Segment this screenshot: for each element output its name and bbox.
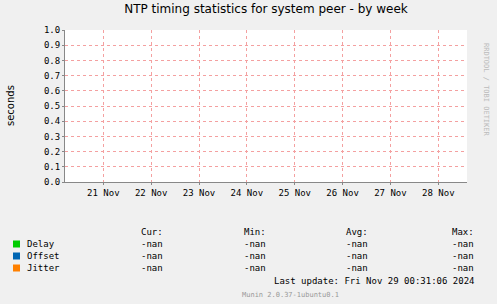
svg-text:28 Nov: 28 Nov: [422, 188, 455, 198]
svg-text:27 Nov: 27 Nov: [374, 188, 407, 198]
svg-text:0.5: 0.5: [44, 101, 60, 111]
svg-text:-nan: -nan: [244, 263, 266, 273]
svg-text:-nan: -nan: [452, 239, 474, 249]
svg-text:Munin 2.0.37-1ubuntu0.1: Munin 2.0.37-1ubuntu0.1: [242, 291, 339, 299]
svg-text:0.0: 0.0: [44, 177, 60, 187]
svg-text:Offset: Offset: [27, 251, 60, 261]
svg-text:26 Nov: 26 Nov: [326, 188, 359, 198]
svg-text:seconds: seconds: [5, 85, 16, 126]
svg-text:0.3: 0.3: [44, 132, 60, 142]
svg-text:Max:: Max:: [452, 227, 474, 237]
svg-text:-nan: -nan: [452, 263, 474, 273]
svg-text:0.7: 0.7: [44, 71, 60, 81]
svg-text:23 Nov: 23 Nov: [183, 188, 216, 198]
svg-text:RRDTOOL / TOBI OETIKER: RRDTOOL / TOBI OETIKER: [482, 43, 490, 137]
svg-text:1.0: 1.0: [44, 25, 60, 35]
svg-text:-nan: -nan: [452, 251, 474, 261]
svg-text:Min:: Min:: [244, 227, 266, 237]
svg-text:-nan: -nan: [244, 251, 266, 261]
svg-text:NTP timing statistics for syst: NTP timing statistics for system peer - …: [124, 2, 408, 16]
svg-text:-nan: -nan: [141, 239, 163, 249]
svg-text:-nan: -nan: [244, 239, 266, 249]
svg-text:-nan: -nan: [346, 251, 368, 261]
svg-text:25 Nov: 25 Nov: [278, 188, 311, 198]
svg-text:0.2: 0.2: [44, 147, 60, 157]
svg-text:-nan: -nan: [141, 263, 163, 273]
svg-text:Jitter: Jitter: [27, 263, 60, 273]
svg-text:0.4: 0.4: [44, 116, 60, 126]
svg-text:0.8: 0.8: [44, 56, 60, 66]
svg-text:-nan: -nan: [141, 251, 163, 261]
svg-text:24 Nov: 24 Nov: [231, 188, 264, 198]
svg-text:-nan: -nan: [346, 239, 368, 249]
svg-text:0.1: 0.1: [44, 162, 60, 172]
svg-text:0.6: 0.6: [44, 86, 60, 96]
svg-text:21 Nov: 21 Nov: [87, 188, 120, 198]
svg-text:Last update: Fri Nov 29 00:31:: Last update: Fri Nov 29 00:31:06 2024: [274, 276, 474, 286]
svg-text:0.9: 0.9: [44, 40, 60, 50]
svg-text:22 Nov: 22 Nov: [135, 188, 168, 198]
svg-text:Delay: Delay: [27, 239, 55, 249]
svg-text:Cur:: Cur:: [141, 227, 163, 237]
svg-text:Avg:: Avg:: [346, 227, 368, 237]
svg-text:-nan: -nan: [346, 263, 368, 273]
